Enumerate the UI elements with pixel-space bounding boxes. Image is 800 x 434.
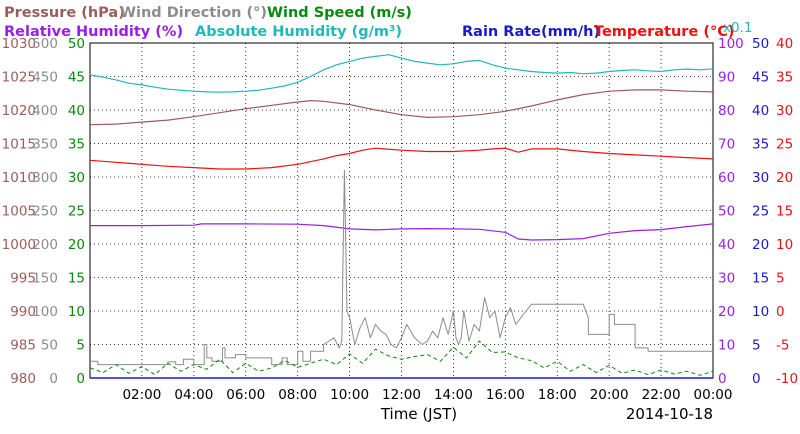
series-line-3 [89,147,714,170]
y-tick-label-humidity: 70 [718,137,735,153]
y-tick-label-humidity: 100 [718,36,744,52]
y-tick-label-rain: 30 [752,170,769,186]
y-tick-label-pressure: 1025 [2,70,36,86]
y-tick-label-humidity: 0 [718,371,727,387]
y-tick-label-temperature: 20 [776,170,793,186]
x-tick-label: 20:00 [590,387,629,403]
y-tick-label-humidity: 60 [718,170,735,186]
y-tick-label-temperature: 30 [776,103,793,119]
y-tick-label-humidity: 40 [718,237,735,253]
y-tick-label-pressure: 980 [10,371,36,387]
series-line-0 [89,89,714,126]
y-tick-label-wind_direction: 200 [32,237,58,253]
date-label: 2014-10-18 [626,405,713,423]
legend-relative-humidity: Relative Humidity (%) [4,24,183,40]
y-tick-label-wind_direction: 0 [49,371,58,387]
y-tick-label-humidity: 30 [718,271,735,287]
y-tick-label-rain: 20 [752,237,769,253]
legend-absolute-humidity: Absolute Humidity (g/m³) [195,24,402,40]
x-tick-label: 12:00 [382,387,421,403]
y-tick-label-wind_speed: 45 [68,70,85,86]
y-tick-label-wind_direction: 400 [32,103,58,119]
x-tick-label: 16:00 [486,387,525,403]
y-tick-label-rain: 45 [752,70,769,86]
y-tick-label-pressure: 985 [10,338,36,354]
y-tick-label-wind_speed: 15 [68,271,85,287]
series-line-1 [89,54,714,93]
y-tick-label-wind_speed: 20 [68,237,85,253]
y-tick-label-wind_direction: 150 [32,271,58,287]
y-tick-label-wind_direction: 300 [32,170,58,186]
x-tick-label: 08:00 [278,387,317,403]
x-tick-label: 22:00 [642,387,681,403]
y-tick-label-pressure: 1010 [2,170,36,186]
plot-area [89,42,714,379]
y-tick-label-temperature: 10 [776,237,793,253]
legend-wind-direction: Wind Direction (°) [120,5,267,21]
y-tick-label-wind_speed: 10 [68,304,85,320]
y-tick-label-wind_direction: 50 [41,338,58,354]
y-tick-label-temperature: -10 [776,371,798,387]
y-tick-label-temperature: 0 [776,304,785,320]
y-tick-label-humidity: 80 [718,103,735,119]
y-tick-label-rain: 15 [752,271,769,287]
y-tick-label-wind_speed: 5 [76,338,85,354]
y-tick-label-rain: 50 [752,36,769,52]
y-tick-label-wind_speed: 0 [76,371,85,387]
y-tick-label-pressure: 995 [10,271,36,287]
legend-wind-speed: Wind Speed (m/s) [267,5,412,21]
x-tick-label: 00:00 [694,387,733,403]
scale-note: x0.1 [723,20,752,36]
y-tick-label-wind_speed: 40 [68,103,85,119]
y-tick-label-humidity: 50 [718,204,735,220]
y-tick-label-wind_direction: 100 [32,304,58,320]
y-tick-label-humidity: 20 [718,304,735,320]
y-tick-label-wind_speed: 30 [68,170,85,186]
legend-temperature: Temperature (°C) [594,24,735,40]
y-tick-label-wind_speed: 25 [68,204,85,220]
y-tick-label-rain: 0 [752,371,761,387]
y-tick-label-wind_direction: 500 [32,36,58,52]
y-tick-label-wind_direction: 450 [32,70,58,86]
legend-pressure: Pressure (hPa) [4,5,125,21]
x-tick-label: 18:00 [538,387,577,403]
y-tick-label-pressure: 1015 [2,137,36,153]
y-tick-label-humidity: 10 [718,338,735,354]
y-tick-label-pressure: 990 [10,304,36,320]
x-tick-label: 14:00 [434,387,473,403]
y-tick-label-pressure: 1030 [2,36,36,52]
y-tick-label-temperature: -5 [776,338,789,354]
y-tick-label-temperature: 35 [776,70,793,86]
y-tick-label-humidity: 90 [718,70,735,86]
y-tick-label-temperature: 25 [776,137,793,153]
x-tick-label: 04:00 [174,387,213,403]
x-tick-label: 10:00 [330,387,369,403]
y-tick-label-rain: 25 [752,204,769,220]
y-tick-label-temperature: 5 [776,271,785,287]
series-line-2 [90,223,714,241]
y-tick-label-rain: 40 [752,103,769,119]
y-tick-label-temperature: 40 [776,36,793,52]
series-line-5 [89,340,714,376]
y-tick-label-pressure: 1020 [2,103,36,119]
series-line-4 [90,169,713,366]
legend-rain-rate: Rain Rate(mm/h) [462,24,600,40]
y-tick-label-rain: 10 [752,304,769,320]
y-tick-label-temperature: 15 [776,204,793,220]
y-tick-label-pressure: 1000 [2,237,36,253]
y-tick-label-pressure: 1005 [2,204,36,220]
y-tick-label-wind_speed: 50 [68,36,85,52]
y-tick-label-rain: 35 [752,137,769,153]
x-axis-title: Time (JST) [380,405,457,423]
y-tick-label-rain: 5 [752,338,761,354]
x-tick-label: 02:00 [122,387,161,403]
x-tick-label: 06:00 [226,387,265,403]
y-tick-label-wind_direction: 350 [32,137,58,153]
y-tick-label-wind_direction: 250 [32,204,58,220]
y-tick-label-wind_speed: 35 [68,137,85,153]
axes-labels: 02:00 04:00 06:00 08:00 10:00 12:00 14:00 16:00… [2,36,798,403]
